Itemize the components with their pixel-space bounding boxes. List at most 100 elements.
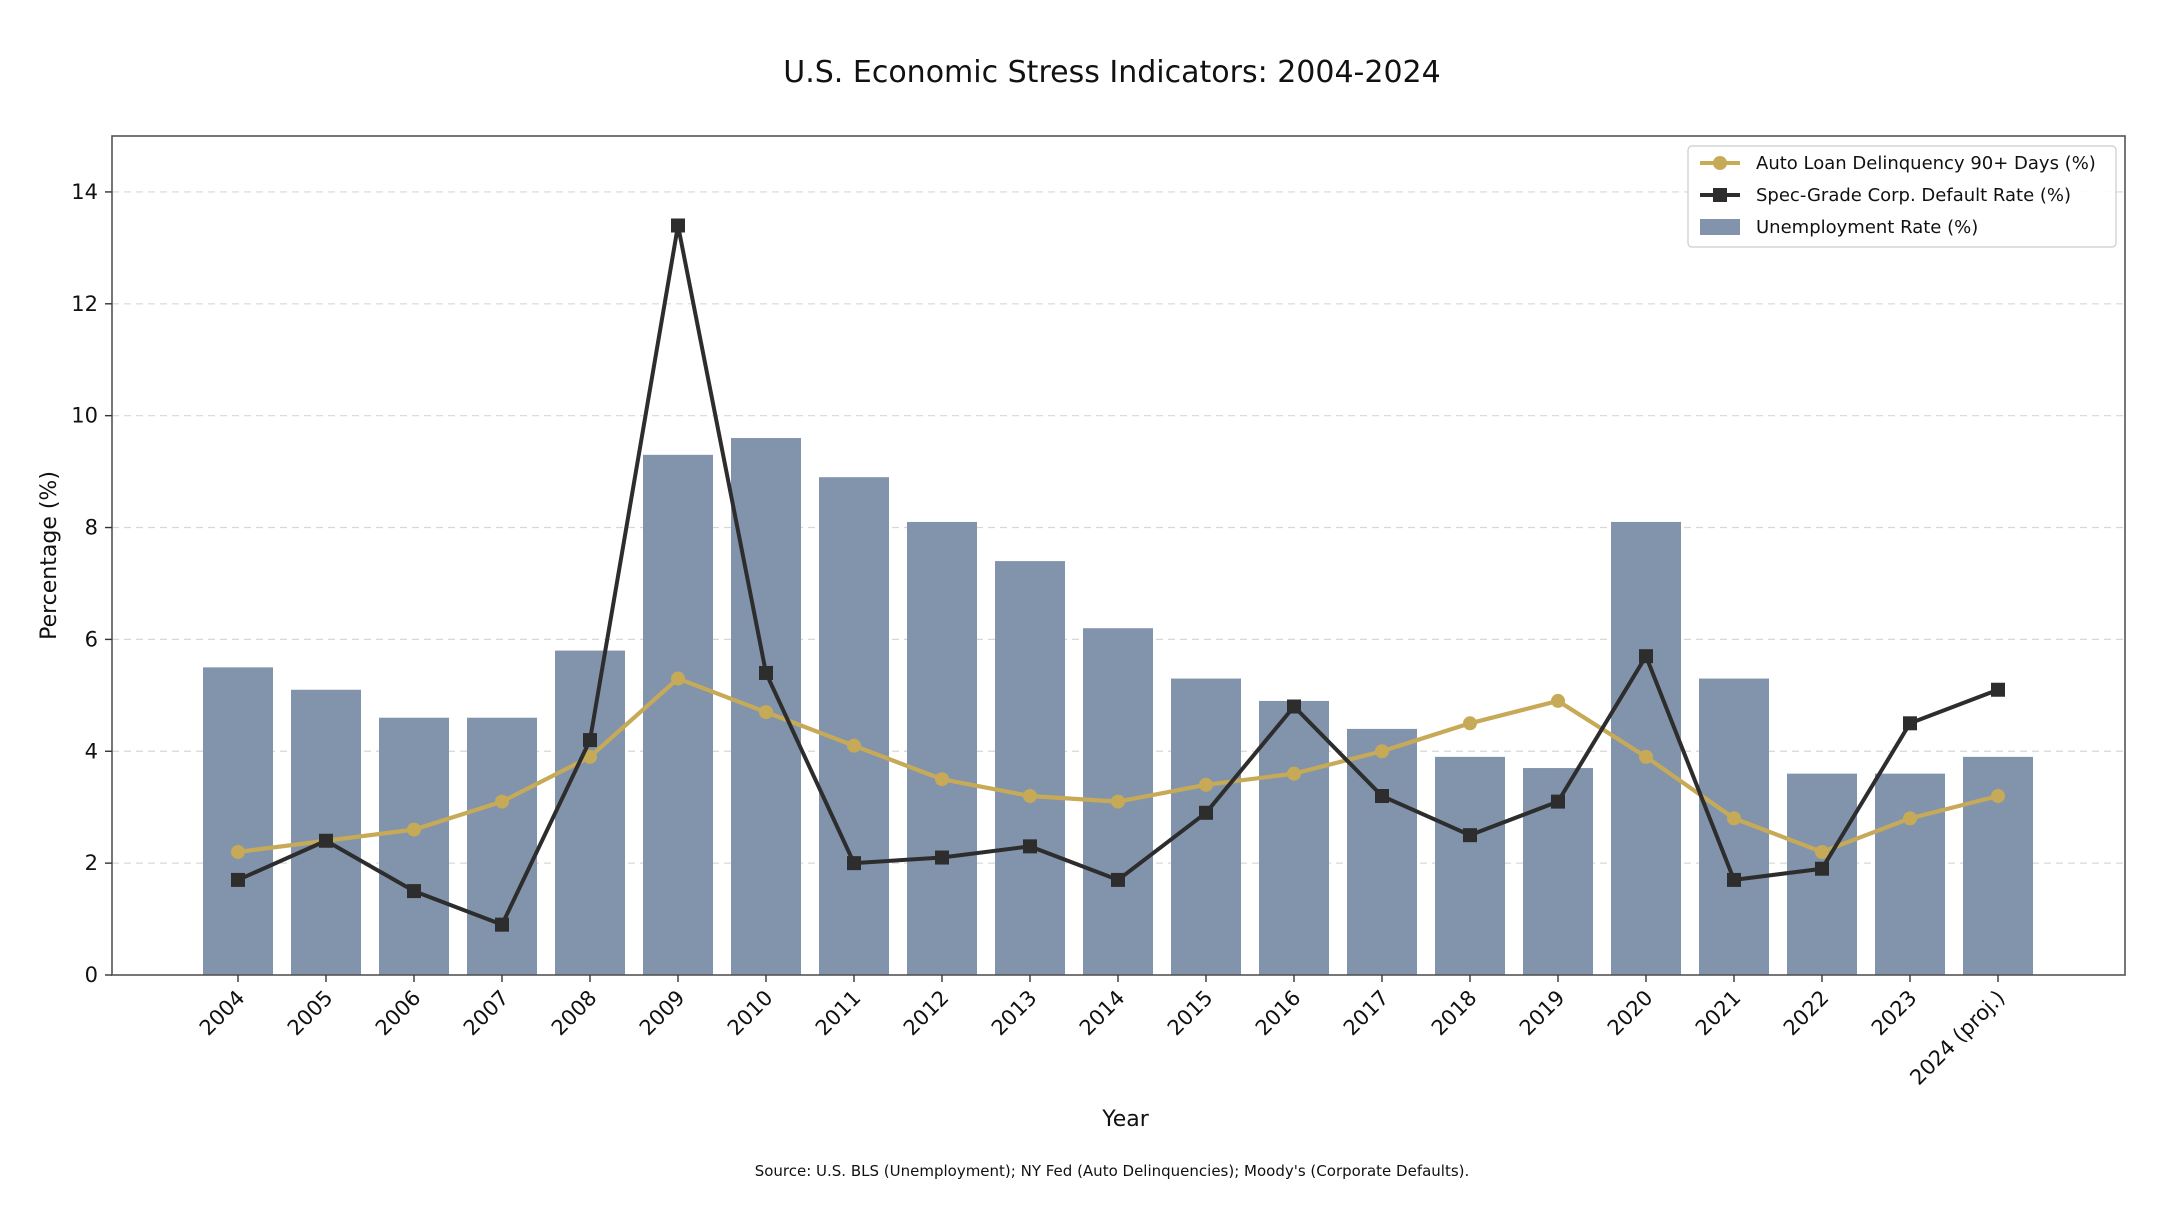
point-default-rate-2008 [583,733,597,748]
bar-unemployment-2023 [1875,773,1945,975]
point-auto-delinquency-2014 [1111,794,1125,809]
point-auto-delinquency-2018 [1463,716,1477,731]
x-tick-label: 2020 [1603,986,1658,1041]
bar-unemployment-2017 [1347,728,1417,975]
point-auto-delinquency-2012 [935,772,949,787]
x-tick-label: 2024 (proj.) [1905,986,2009,1090]
y-tick-label: 2 [85,851,98,875]
point-auto-delinquency-2019 [1551,693,1565,708]
point-default-rate-2024proj [1991,682,2005,697]
point-auto-delinquency-2006 [407,822,421,837]
point-default-rate-2004 [231,872,245,887]
point-auto-delinquency-2020 [1639,749,1653,764]
legend: Auto Loan Delinquency 90+ Days (%) Spec-G… [1687,145,2117,248]
bar-unemployment-2004 [203,667,273,975]
point-default-rate-2020 [1639,649,1653,664]
point-auto-delinquency-2021 [1727,811,1741,826]
point-auto-delinquency-2016 [1287,766,1301,781]
x-tick-label: 2006 [371,986,426,1041]
legend-label: Auto Loan Delinquency 90+ Days (%) [1756,153,2096,174]
bar-unemployment-2013 [995,561,1065,975]
x-tick-label: 2007 [459,986,514,1041]
x-tick-label: 2021 [1691,986,1746,1041]
point-auto-delinquency-2008 [583,749,597,764]
y-tick-label: 6 [85,627,98,651]
point-default-rate-2006 [407,884,421,899]
point-auto-delinquency-2023 [1903,811,1917,826]
y-tick-label: 12 [71,292,98,316]
point-auto-delinquency-2009 [671,671,685,686]
bar-unemployment-2008 [555,650,625,975]
point-auto-delinquency-2017 [1375,744,1389,759]
x-axis-label: Year [1101,1107,1150,1132]
source-note: Source: U.S. BLS (Unemployment); NY Fed … [755,1162,1470,1180]
x-tick-label: 2018 [1427,986,1482,1041]
x-tick-label: 2004 [195,986,250,1041]
x-tick-label: 2022 [1779,986,1834,1041]
point-default-rate-2011 [847,856,861,871]
line-series [231,218,2005,932]
point-auto-delinquency-2022 [1815,844,1829,859]
bar-unemployment-2006 [379,717,449,975]
point-default-rate-2014 [1111,872,1125,887]
point-auto-delinquency-2024proj [1991,789,2005,804]
y-tick-label: 14 [71,180,98,204]
legend-label: Spec-Grade Corp. Default Rate (%) [1756,185,2071,206]
y-axis: 0 2 4 6 8 10 12 14 [71,180,112,987]
point-auto-delinquency-2004 [231,844,245,859]
point-default-rate-2019 [1551,794,1565,809]
point-auto-delinquency-2007 [495,794,509,809]
legend-label: Unemployment Rate (%) [1756,217,1978,238]
series-1-group [231,671,2005,859]
x-axis: 2004 2005 2006 2007 2008 2009 2010 2011 2012 2013… [195,975,2010,1090]
legend-circle-marker [1713,156,1727,170]
legend-box [1687,145,2117,248]
bar-unemployment-2015 [1171,678,1241,975]
bar-unemployment-2016 [1259,700,1329,975]
x-tick-label: 2008 [547,986,602,1041]
x-tick-label: 2009 [635,986,690,1041]
y-tick-label: 0 [85,963,98,987]
point-auto-delinquency-2013 [1023,789,1037,804]
point-default-rate-2012 [935,850,949,865]
x-tick-label: 2013 [987,986,1042,1041]
bar-unemployment-2011 [819,477,889,975]
point-default-rate-2013 [1023,839,1037,854]
point-default-rate-2015 [1199,805,1213,820]
x-tick-label: 2005 [283,986,338,1041]
bar-unemployment-2007 [467,717,537,975]
point-default-rate-2005 [319,833,333,848]
x-tick-label: 2016 [1251,986,1306,1041]
point-default-rate-2018 [1463,828,1477,843]
x-tick-label: 2012 [899,986,954,1041]
y-axis-label: Percentage (%) [37,471,62,640]
point-default-rate-2023 [1903,716,1917,731]
y-tick-label: 10 [71,404,98,428]
bar-unemployment-2018 [1435,756,1505,975]
point-default-rate-2009 [671,218,685,233]
bar-unemployment-2005 [291,689,361,975]
point-auto-delinquency-2011 [847,738,861,753]
y-tick-label: 4 [85,739,98,763]
point-auto-delinquency-2015 [1199,777,1213,792]
point-default-rate-2010 [759,665,773,680]
point-default-rate-2022 [1815,861,1829,876]
point-auto-delinquency-2010 [759,705,773,720]
x-tick-label: 2019 [1515,986,1570,1041]
x-tick-label: 2023 [1867,986,1922,1041]
x-tick-label: 2010 [723,986,778,1041]
bar-unemployment-2012 [907,521,977,975]
x-tick-label: 2014 [1075,986,1130,1041]
x-tick-label: 2017 [1339,986,1394,1041]
bar-unemployment-2009 [643,454,713,975]
legend-square-marker [1713,188,1727,202]
chart-title: U.S. Economic Stress Indicators: 2004-20… [783,55,1440,90]
y-tick-label: 8 [85,516,98,540]
bar-series [203,438,2033,975]
point-default-rate-2017 [1375,789,1389,804]
series-2-group [231,218,2005,932]
point-default-rate-2007 [495,917,509,932]
bar-unemployment-2020 [1611,521,1681,975]
